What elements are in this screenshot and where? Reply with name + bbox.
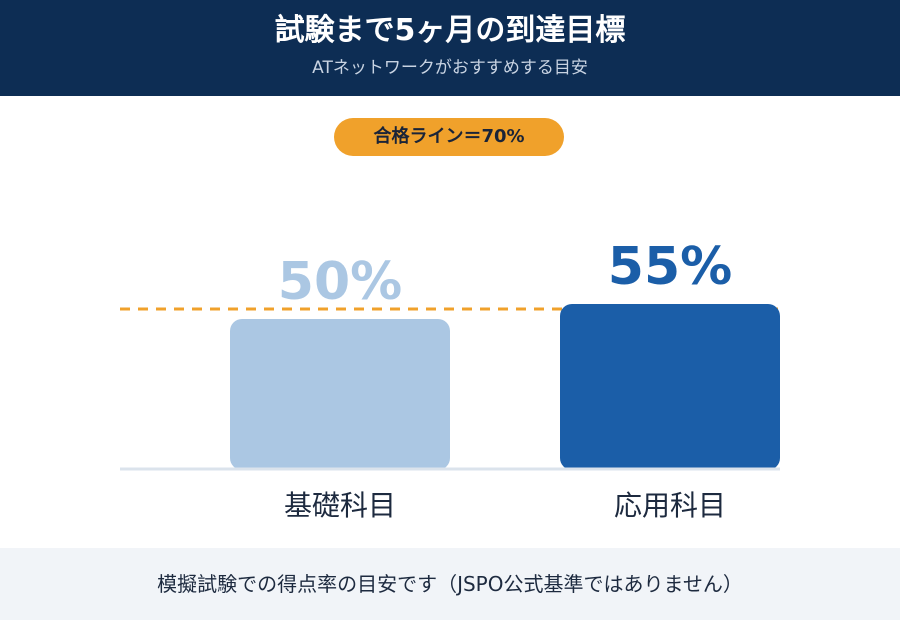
chart-title: 試験まで5ヶ月の到達目標 — [274, 13, 626, 48]
pass-line-badge: 合格ライン＝70% — [334, 118, 564, 156]
bar-1 — [230, 319, 450, 470]
category-label-1: 基礎科目 — [284, 489, 396, 522]
chart-subtitle: ATネットワークがおすすめする目安 — [312, 58, 588, 78]
value-label-1: 50% — [278, 252, 402, 312]
labels-layer: 50% 基礎科目 55% 応用科目 — [278, 237, 732, 522]
footer-note: 模擬試験での得点率の目安です（JSPO公式基準ではありません） — [0, 548, 900, 620]
chart-header: 試験まで5ヶ月の到達目標 ATネットワークがおすすめする目安 — [0, 0, 900, 96]
bar-chart: 50% 基礎科目 55% 応用科目 — [120, 237, 780, 522]
bars-layer — [230, 304, 780, 470]
category-label-2: 応用科目 — [614, 489, 726, 522]
bar-2 — [560, 304, 780, 470]
value-label-2: 55% — [608, 237, 732, 297]
